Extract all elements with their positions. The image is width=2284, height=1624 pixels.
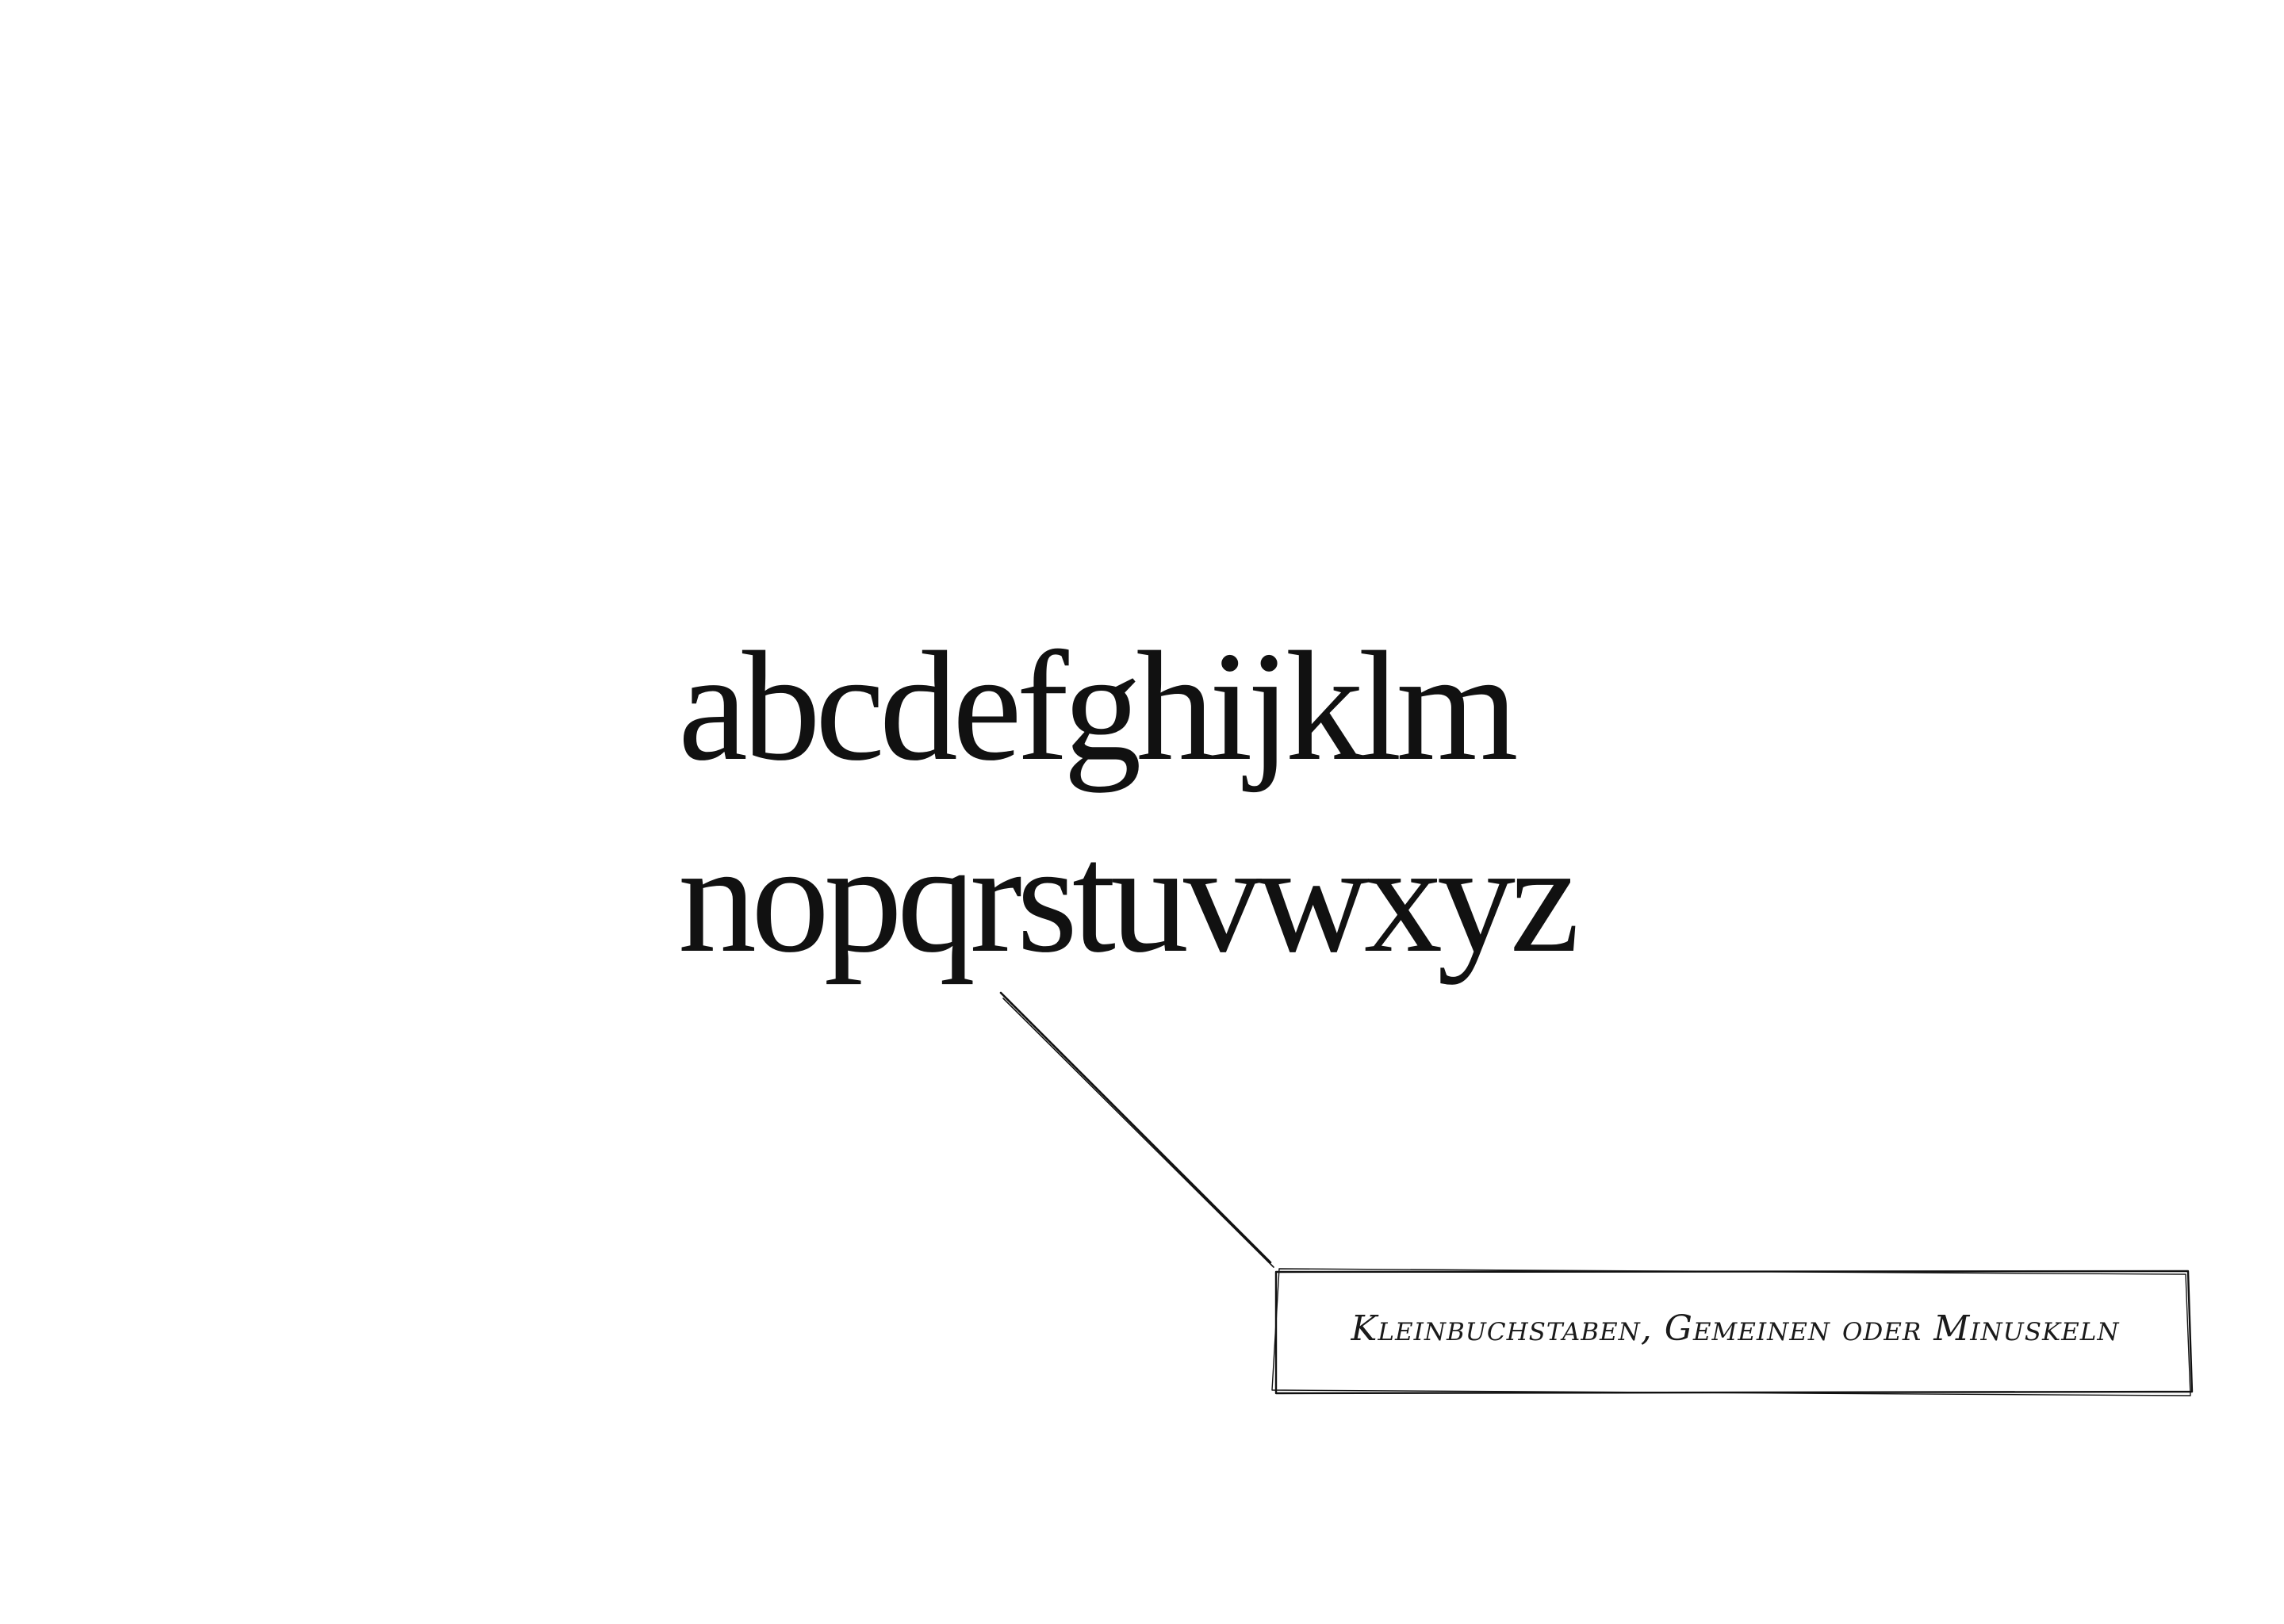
alphabet-line-2: nopqrstuvwxyz bbox=[678, 811, 1580, 985]
callout-label: Kleinbuchstaben, Gemeinen oder Minuskeln bbox=[1351, 1308, 2120, 1349]
leader-line-sketch bbox=[1002, 998, 1274, 1268]
alphabet-line-1: abcdefghijklm bbox=[678, 619, 1519, 793]
lowercase-alphabet: abcdefghijklm nopqrstuvwxyz bbox=[678, 611, 1580, 994]
leader-line bbox=[999, 991, 1272, 1264]
